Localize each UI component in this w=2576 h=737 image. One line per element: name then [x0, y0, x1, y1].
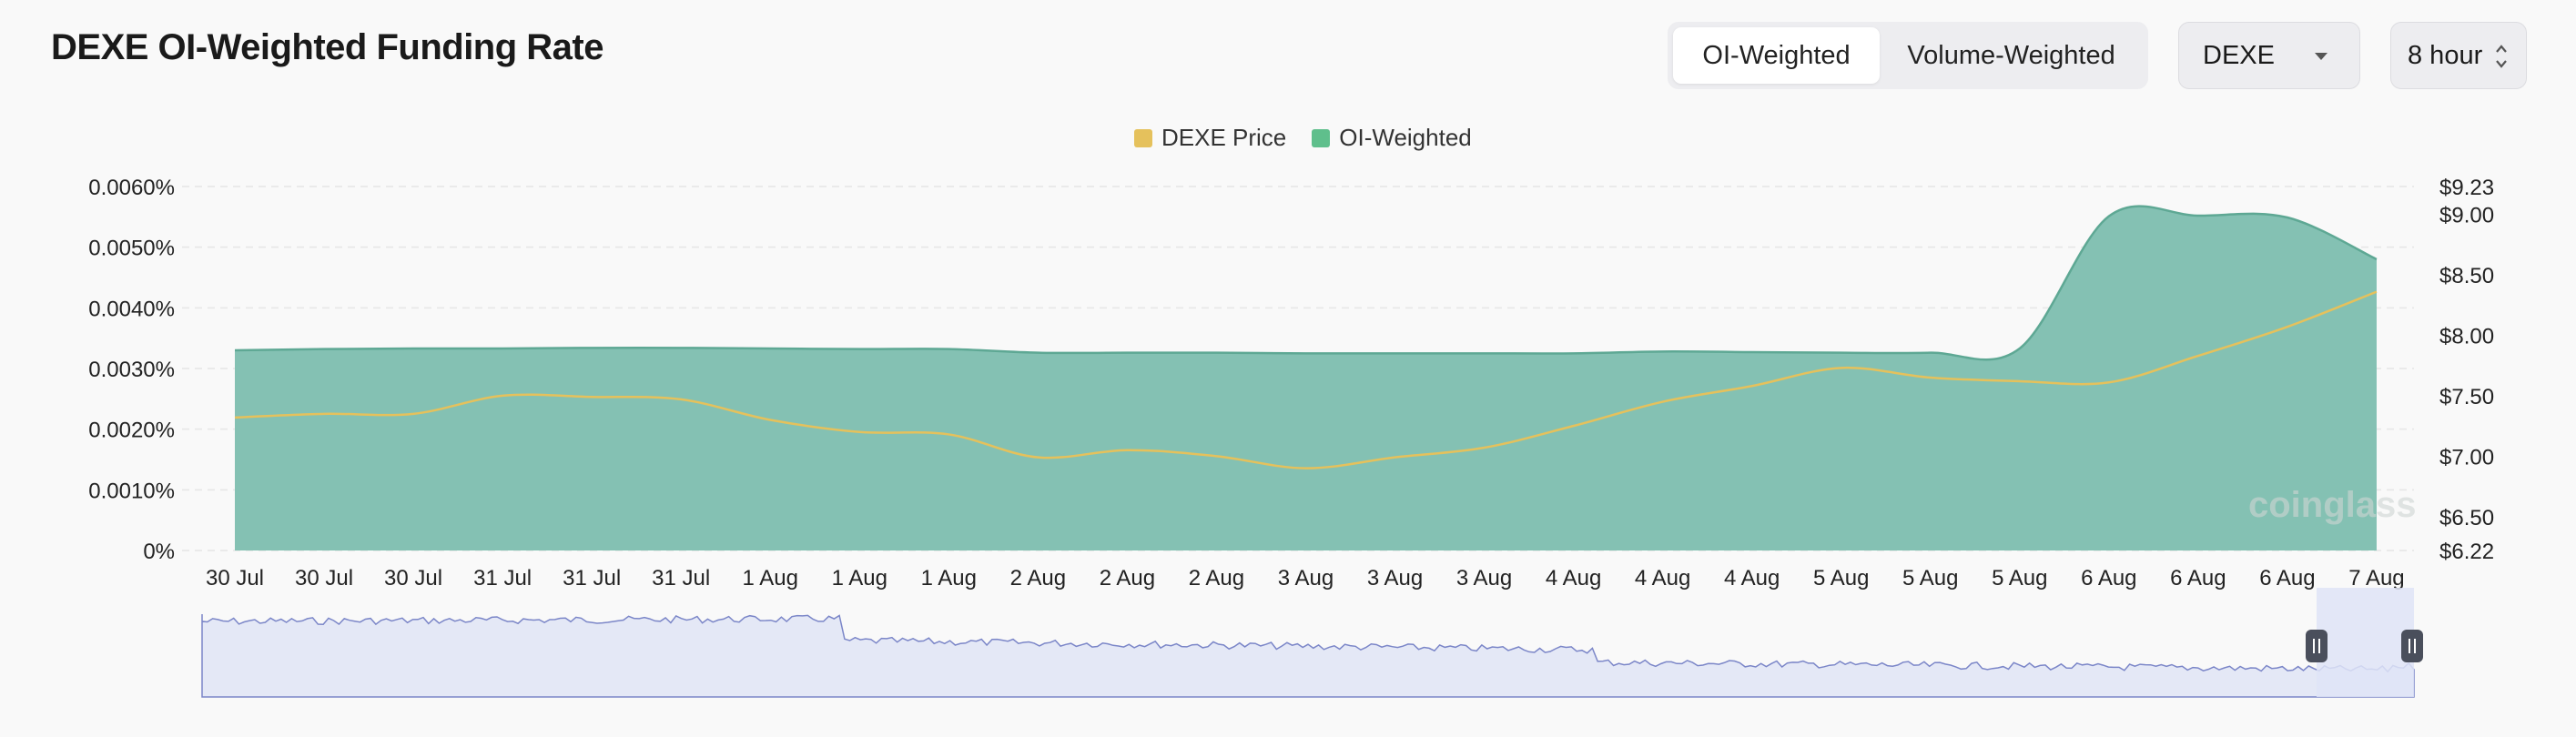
x-tick-label: 4 Aug: [1724, 566, 1780, 591]
x-tick-label: 3 Aug: [1456, 566, 1512, 591]
symbol-select[interactable]: DEXE: [2178, 22, 2360, 89]
y-left-tick-label: 0.0050%: [88, 237, 175, 261]
legend-label-price: DEXE Price: [1161, 124, 1287, 151]
y-left-tick-label: 0.0020%: [88, 419, 175, 443]
page-title: DEXE OI-Weighted Funding Rate: [51, 27, 603, 67]
y-right-tick-label: $7.00: [2439, 445, 2494, 469]
legend-swatch-price: [1134, 128, 1152, 147]
navigator-handle-right[interactable]: [2401, 630, 2423, 662]
range-navigator[interactable]: [201, 588, 2423, 698]
legend-item-price[interactable]: DEXE Price: [1134, 124, 1286, 152]
x-tick-label: 30 Jul: [206, 566, 264, 591]
x-tick-label: 1 Aug: [832, 566, 887, 591]
y-right-tick-label: $9.23: [2439, 176, 2494, 200]
y-left-tick-label: 0.0060%: [88, 176, 175, 200]
weighting-toggle: OI-Weighted Volume-Weighted: [1668, 22, 2148, 89]
y-right-tick-label: $7.50: [2439, 385, 2494, 409]
updown-chevron-icon: [2496, 45, 2507, 68]
x-tick-label: 6 Aug: [2170, 566, 2226, 591]
legend-label-oi: OI-Weighted: [1339, 124, 1472, 151]
x-tick-label: 5 Aug: [1992, 566, 2047, 591]
x-tick-label: 2 Aug: [1100, 566, 1155, 591]
y-left-tick-label: 0.0030%: [88, 358, 175, 382]
tab-volume-weighted[interactable]: Volume-Weighted: [1907, 40, 2115, 70]
navigator-selection[interactable]: [2317, 588, 2414, 697]
y-axis-right: $6.22 $6.50 $7.00 $7.50 $8.00 $8.50 $9.00 $9.23: [2439, 176, 2494, 564]
interval-select-value: 8 hour: [2408, 40, 2483, 70]
x-tick-label: 6 Aug: [2259, 566, 2315, 591]
y-axis-left: 0% 0.0010% 0.0020% 0.0030% 0.0040% 0.0050% 0.0…: [88, 176, 175, 564]
x-tick-label: 7 Aug: [2348, 566, 2404, 591]
x-tick-label: 2 Aug: [1010, 566, 1066, 591]
oi-weighted-area: [235, 206, 2377, 550]
legend-swatch-oi: [1312, 128, 1331, 147]
y-right-tick-label: $8.50: [2439, 264, 2494, 288]
navigator-handle-left[interactable]: [2306, 630, 2328, 662]
x-tick-label: 1 Aug: [743, 566, 798, 591]
dexe-price-line: [234, 290, 2378, 469]
oi-weighted-line: [234, 205, 2378, 361]
navigator-series: [201, 614, 2415, 698]
y-left-tick-label: 0.0010%: [88, 479, 175, 503]
x-tick-label: 31 Jul: [652, 566, 710, 591]
x-tick-label: 6 Aug: [2081, 566, 2136, 591]
x-tick-label: 4 Aug: [1546, 566, 1601, 591]
x-tick-label: 2 Aug: [1189, 566, 1244, 591]
x-tick-label: 30 Jul: [384, 566, 442, 591]
chart-legend: DEXE Price OI-Weighted: [1134, 124, 1472, 152]
x-tick-label: 5 Aug: [1813, 566, 1869, 591]
x-axis: 30 Jul 30 Jul 30 Jul 31 Jul 31 Jul 31 Jul 1 Au…: [206, 566, 2405, 591]
tab-oi-weighted[interactable]: OI-Weighted: [1673, 27, 1881, 84]
y-right-tick-label: $8.00: [2439, 324, 2494, 348]
y-right-tick-label: $6.50: [2439, 506, 2494, 530]
symbol-select-value: DEXE: [2203, 40, 2275, 70]
x-tick-label: 31 Jul: [473, 566, 532, 591]
x-tick-label: 3 Aug: [1278, 566, 1334, 591]
y-left-tick-label: 0.0040%: [88, 297, 175, 321]
legend-item-oi[interactable]: OI-Weighted: [1312, 124, 1472, 152]
x-tick-label: 4 Aug: [1635, 566, 1690, 591]
y-right-tick-label: $9.00: [2439, 204, 2494, 228]
watermark: coinglass: [2248, 485, 2417, 525]
x-tick-label: 30 Jul: [295, 566, 353, 591]
y-left-tick-label: 0%: [143, 540, 175, 564]
x-tick-label: 1 Aug: [921, 566, 977, 591]
x-tick-label: 31 Jul: [563, 566, 621, 591]
interval-select[interactable]: 8 hour: [2390, 22, 2527, 89]
x-tick-label: 3 Aug: [1367, 566, 1423, 591]
chevron-down-icon: [2315, 53, 2328, 60]
y-right-tick-label: $6.22: [2439, 540, 2494, 564]
x-tick-label: 5 Aug: [1902, 566, 1958, 591]
